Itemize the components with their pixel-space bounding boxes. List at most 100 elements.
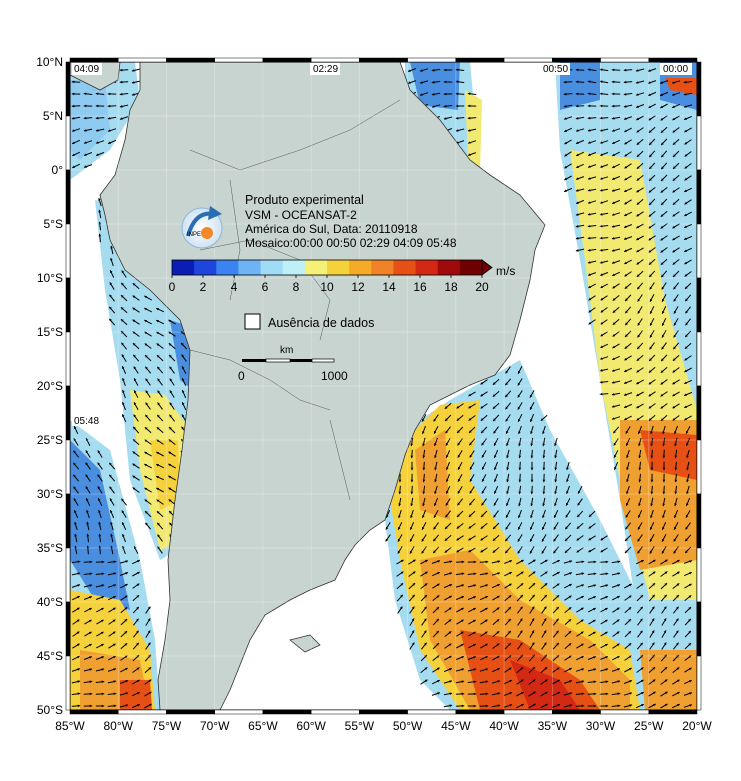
wind-arrow-head [587,236,591,240]
wind-arrow-head [648,105,652,108]
wind-arrow-head [626,479,629,482]
wind-arrow-head [113,668,116,671]
wind-arrow-head [98,209,101,213]
colorbar-unit: m/s [496,264,515,278]
wind-arrow-head [599,248,603,252]
frame-tick-right [696,655,702,711]
wind-arrow-head [600,153,603,156]
wind-arrow-head [592,619,596,623]
wind-arrow-head [168,331,172,335]
wind-arrow-head [73,486,76,490]
wind-arrow-head [672,418,676,421]
wind-arrow-head [497,572,500,575]
wind-arrow-head [494,467,497,470]
wind-arrow-head [675,618,679,622]
wind-arrow-head [648,81,651,84]
wind-arrow-head [568,595,572,599]
wind-arrow-head [121,498,124,502]
wind-arrow-head [133,366,137,370]
wind-arrow-head [144,427,148,430]
wind-arrow-head [76,631,80,635]
wind-arrow-head [532,583,536,586]
wind-arrow-head [485,680,489,683]
wind-arrow-head [445,430,448,434]
wind-arrow-head [544,679,548,683]
wind-arrow-head [449,692,453,695]
wind-arrow-head [133,426,136,430]
wind-arrow-head [469,430,472,433]
wind-arrow-head [449,668,452,671]
wind-arrow-head [628,631,631,634]
wind-arrow-head [124,655,128,659]
wind-arrow-head [649,286,653,290]
wind-arrow-head [662,479,666,483]
wind-arrow-head [568,631,572,634]
wind-arrow-head [543,606,547,610]
latitude-label: 5°S [44,217,63,231]
wind-arrow-head [593,560,597,564]
wind-arrow-head [600,309,604,313]
wind-arrow-head [544,704,548,707]
wind-arrow-head [144,308,147,311]
wind-arrow-head [86,498,89,501]
wind-arrow-head [636,237,640,240]
wind-arrow-head [556,630,559,634]
wind-arrow-head [493,502,497,506]
wind-arrow-head [625,538,628,541]
wind-arrow-head [95,129,99,132]
wind-arrow-head [410,455,414,459]
wind-arrow-head [568,619,572,622]
wind-arrow-head [569,560,573,563]
wind-arrow-head [612,177,615,180]
wind-arrow-head [109,318,112,322]
wind-arrow-head [686,467,689,471]
wind-arrow-head [616,607,620,611]
wind-arrow-head [649,274,652,278]
colorbar-segment [194,260,217,275]
wind-arrow-head [74,426,77,429]
wind-arrow-head [397,538,401,542]
wind-arrow-head [121,295,124,298]
wind-arrow-head [611,104,615,108]
wind-arrow-head [588,273,591,276]
wind-arrow-head [638,479,642,483]
wind-arrow-head [636,166,640,169]
longitude-label: 70°W [200,719,230,733]
wind-arrow-head [554,491,557,495]
wind-arrow-head [542,491,546,495]
wind-arrow-head [662,323,665,326]
wind-arrow-head [98,533,102,537]
wind-arrow-head [485,560,489,564]
wind-arrow-head [684,141,688,145]
wind-arrow-head [684,249,687,252]
wind-arrow-head [96,153,99,156]
wind-arrow-head [83,104,87,108]
wind-arrow-head [662,431,665,434]
wind-arrow-head [107,104,111,108]
wind-arrow-head [505,538,508,542]
wind-arrow-head [628,643,632,646]
wind-arrow-head [648,190,652,193]
wind-arrow-head [448,643,452,647]
wind-arrow-head [556,572,560,575]
wind-arrow-head [95,104,99,108]
wind-arrow-head [588,537,592,541]
wind-arrow-head [662,467,666,471]
wind-arrow-head [673,166,676,169]
wind-arrow-head [635,81,639,84]
longitude-label: 65°W [248,719,278,733]
wind-arrow-head [436,655,440,658]
wind-arrow-head [541,538,545,542]
wind-arrow-head [101,704,105,708]
wind-arrow-head [611,237,615,240]
wind-arrow-head [688,607,691,610]
wind-arrow-head [628,655,632,659]
wind-arrow-head [109,282,113,286]
wind-arrow-head [157,390,161,394]
wind-arrow-head [588,141,591,144]
wind-arrow-head [125,560,128,563]
wind-arrow-head [449,680,452,683]
wind-arrow-head [73,498,77,502]
wind-arrow-head [469,490,473,494]
wind-arrow-head [563,105,567,108]
